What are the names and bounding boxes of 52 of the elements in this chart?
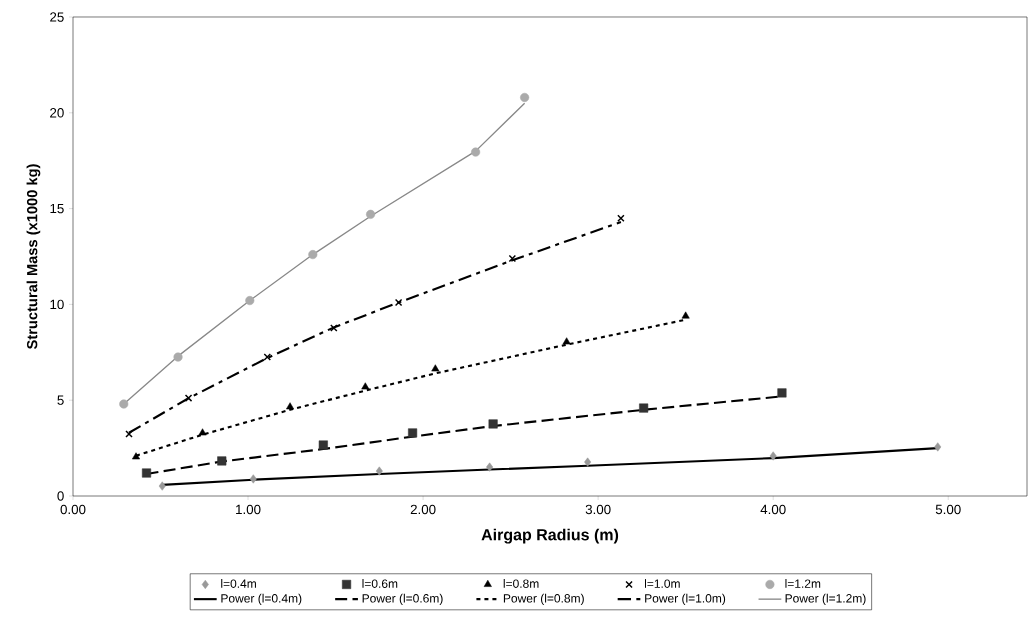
y-tick-label: 0: [57, 491, 64, 501]
x-tick-label: 5.00: [935, 504, 961, 515]
point: [286, 402, 295, 410]
point: [158, 481, 166, 491]
legend-label: l=1.2m: [785, 579, 821, 588]
x-tick-label: 4.00: [760, 504, 786, 515]
point: [486, 462, 494, 472]
point: [308, 250, 318, 260]
legend-label: l=0.8m: [503, 579, 539, 588]
legend-label: Power (l=0.4m): [221, 593, 302, 605]
point: [375, 466, 383, 476]
x-axis-title: Airgap Radius (m): [481, 528, 619, 544]
point: [318, 440, 328, 450]
legend-label: l=1.0m: [644, 579, 680, 588]
x-tick-label: 0.00: [60, 504, 86, 515]
x-tick-label: 1.00: [236, 504, 261, 515]
y-axis-title: Structural Mass (x1000 kg): [26, 164, 41, 350]
point: [249, 474, 257, 484]
x-tick-label: 2.00: [410, 504, 436, 515]
y-tick-label: 20: [50, 108, 64, 118]
point: [934, 442, 942, 452]
point: [245, 296, 255, 306]
point: [584, 457, 592, 467]
x-tick-label: 3.00: [585, 504, 611, 515]
point: [471, 147, 481, 157]
point: [119, 399, 129, 409]
y-tick-label: 5: [57, 395, 64, 405]
point: [562, 337, 571, 345]
legend-label: l=0.4m: [221, 579, 256, 588]
point: [361, 382, 370, 390]
legend-label: Power (l=1.2m): [785, 593, 866, 605]
point: [639, 403, 649, 413]
y-tick-label: 10: [50, 299, 64, 310]
point: [217, 456, 227, 466]
legend-label: Power (l=1.0m): [645, 593, 726, 605]
point: [408, 428, 418, 438]
y-tick-label: 25: [50, 12, 64, 22]
point: [769, 451, 777, 461]
legend-label: l=0.6m: [362, 579, 398, 588]
point: [132, 452, 140, 460]
point: [681, 311, 690, 319]
point: [366, 209, 376, 219]
legend-label: Power (l=0.6m): [362, 593, 443, 605]
point: [198, 428, 207, 436]
legend-label: Power (l=0.8m): [503, 593, 584, 605]
y-tick-label: 15: [50, 203, 64, 214]
point: [141, 468, 152, 478]
point: [488, 419, 498, 429]
point: [777, 388, 787, 398]
point: [431, 364, 440, 372]
point: [173, 352, 183, 362]
point: [520, 92, 530, 103]
